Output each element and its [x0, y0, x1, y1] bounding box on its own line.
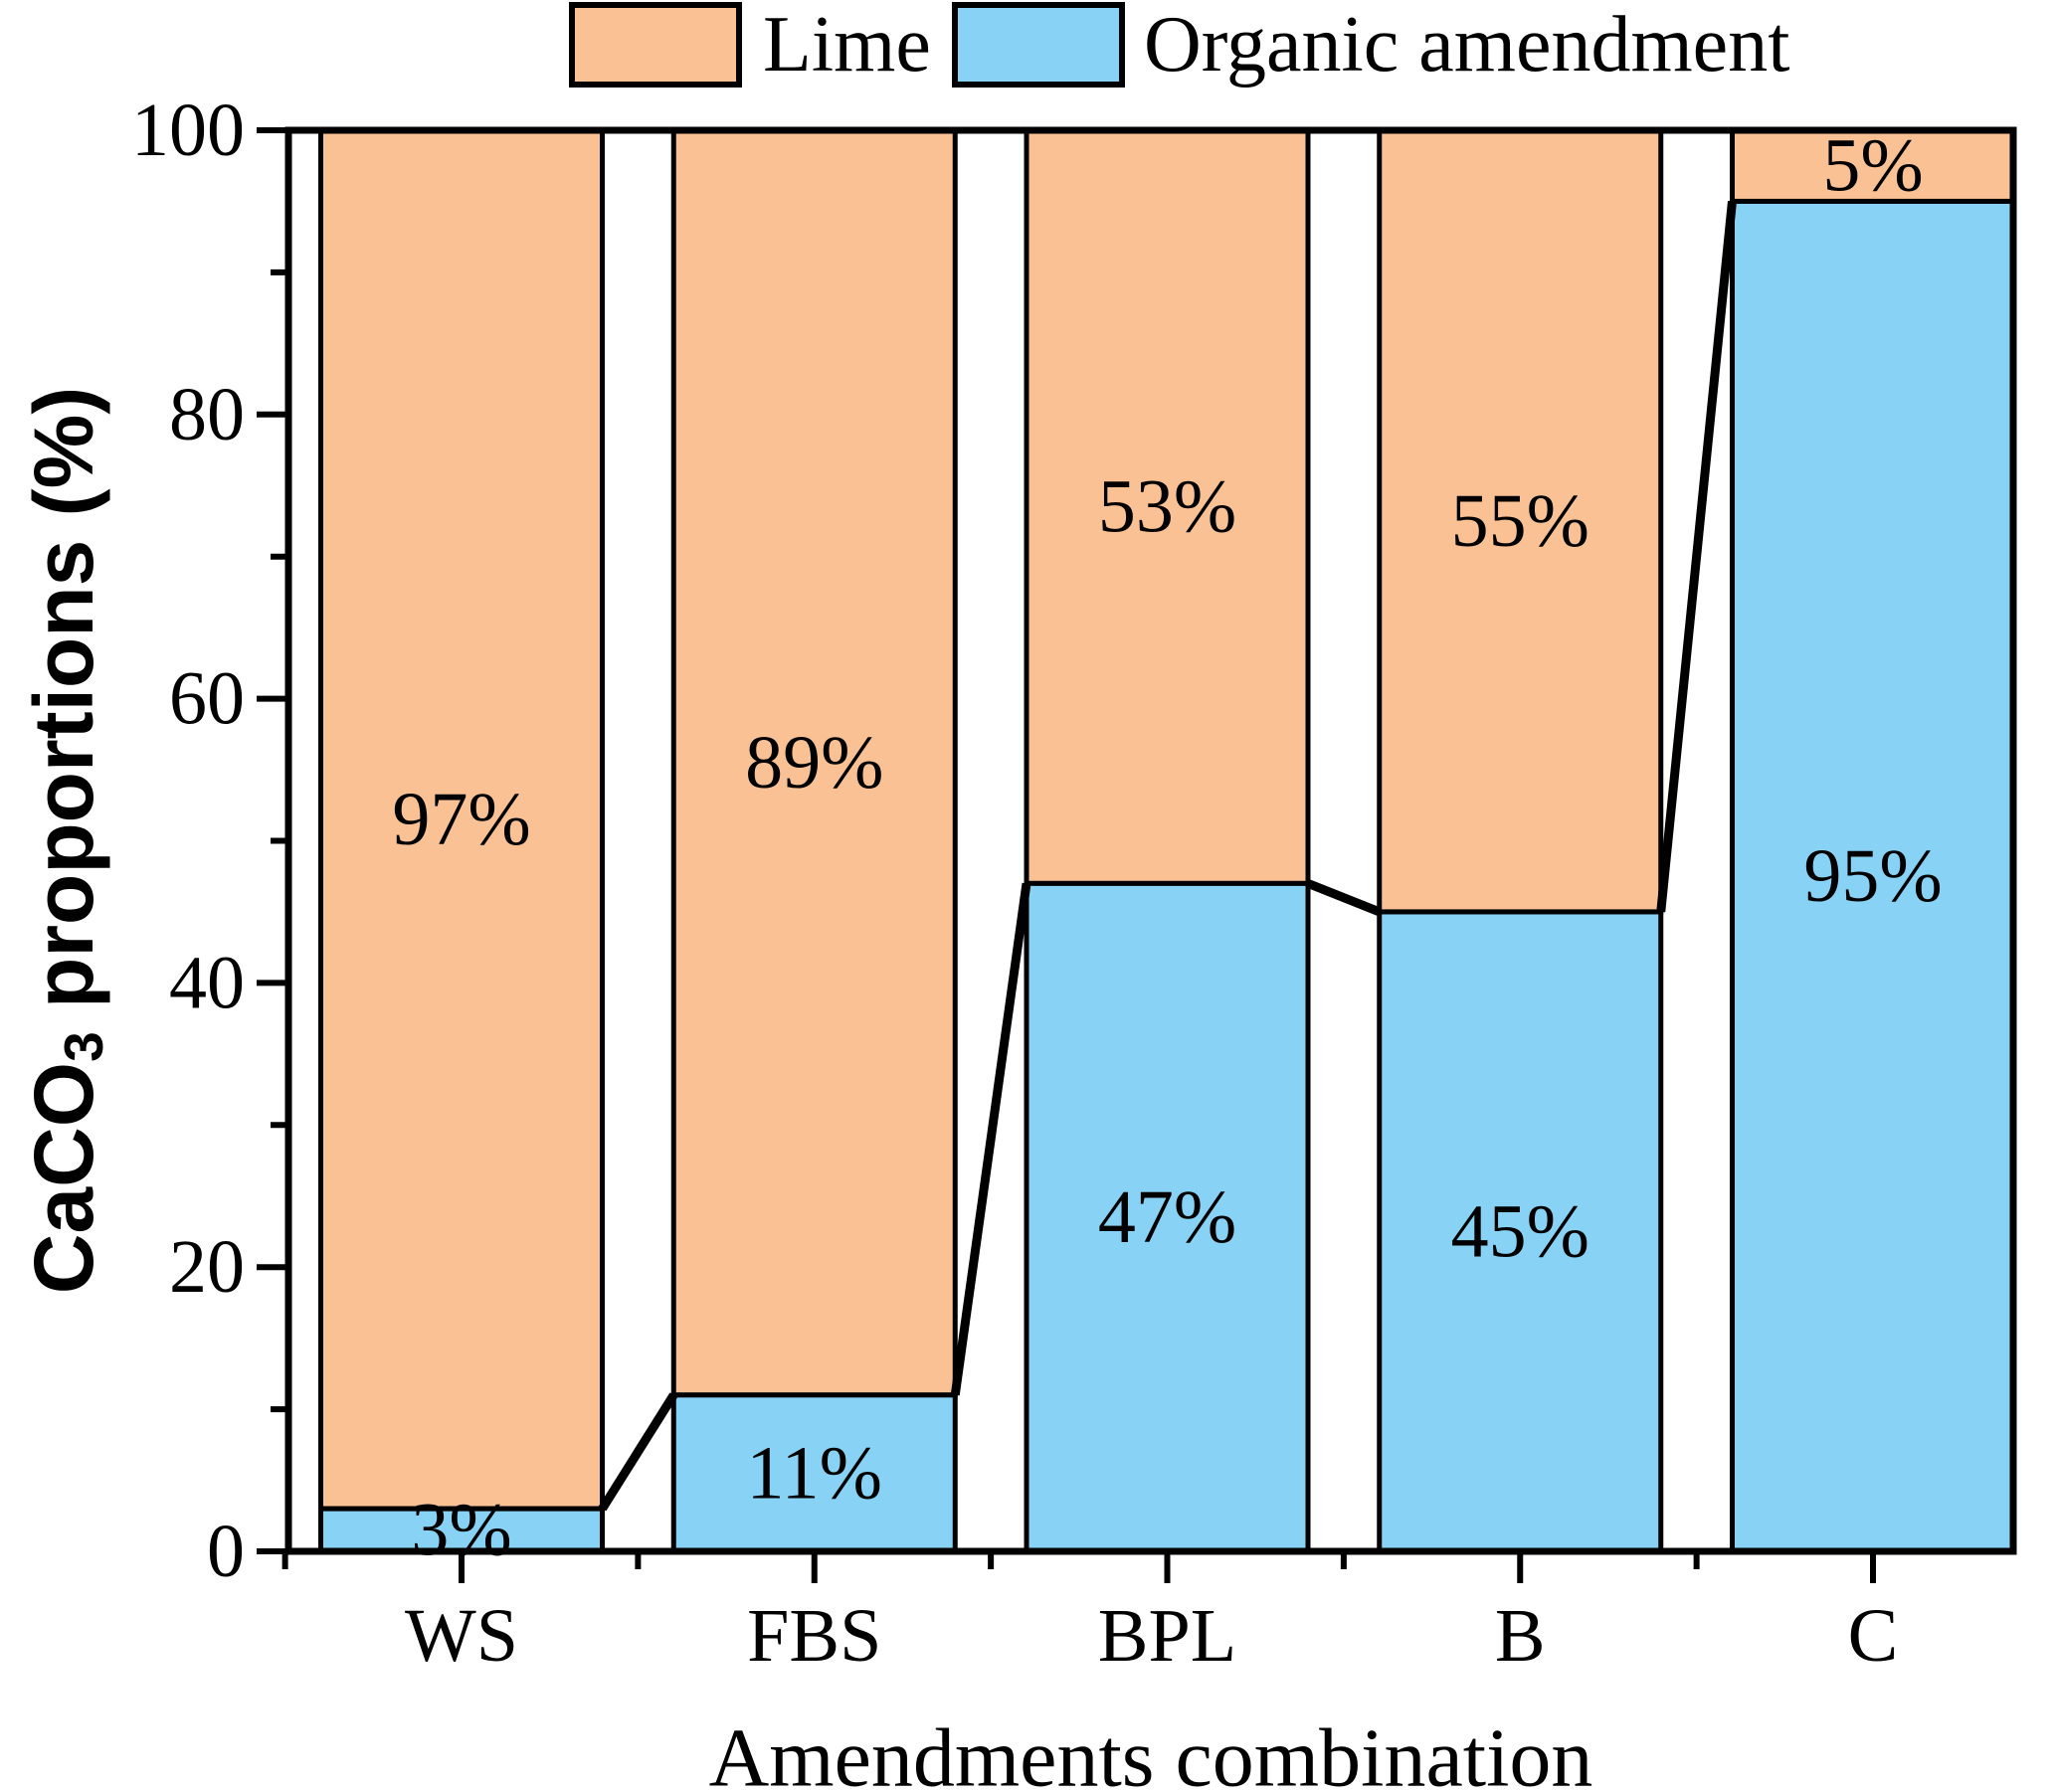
bar-segment-organic-FBS: [670, 1392, 958, 1554]
connector-line-BPL-B: [1306, 879, 1382, 917]
connector-line-WS-FBS: [598, 1392, 678, 1512]
x-axis-title: Amendments combination: [709, 1712, 1593, 1792]
bar-segment-organic-C: [1730, 198, 2016, 1554]
bar-value-label-organic-C: 95%: [1803, 834, 1942, 918]
connector-layer: [598, 201, 1737, 1512]
bar-value-label-lime-B: 55%: [1451, 479, 1589, 563]
y-tick-label-40: 40: [169, 941, 245, 1024]
connector-line-B-C: [1656, 201, 1737, 913]
bar-value-label-lime-FBS: 89%: [745, 721, 883, 805]
x-category-label-C: C: [1848, 1594, 1899, 1678]
x-category-label-B: B: [1495, 1594, 1546, 1678]
x-category-label-FBS: FBS: [747, 1594, 881, 1678]
x-category-label-BPL: BPL: [1098, 1594, 1236, 1678]
bar-segment-organic-B: [1377, 909, 1664, 1554]
y-tick-label-80: 80: [169, 373, 245, 456]
y-tick-label-20: 20: [169, 1225, 245, 1309]
legend-label-lime: Lime: [763, 1, 931, 89]
legend-label-organic-amendment: Organic amendment: [1144, 1, 1789, 89]
bar-value-label-organic-FBS: 11%: [747, 1431, 883, 1515]
bar-segment-lime-BPL: [1024, 127, 1311, 886]
legend-swatch-organic-amendment: [952, 2, 1125, 88]
bar-segment-lime-WS: [318, 127, 605, 1512]
bars-layer: [318, 127, 2016, 1554]
y-tick-label-60: 60: [169, 657, 245, 741]
label-layer: 97% 3% WS 89% 11% FBS 53% 47% BPL 55% 45% B 5% 95% C 0 2…: [131, 89, 1943, 1678]
tick-layer: [257, 127, 1876, 1583]
bar-segment-organic-BPL: [1024, 880, 1311, 1554]
bar-value-label-lime-BPL: 53%: [1098, 465, 1236, 549]
legend-swatch-lime: [569, 2, 742, 88]
x-category-label-WS: WS: [405, 1594, 518, 1678]
bar-value-label-organic-WS: 3%: [411, 1489, 511, 1572]
legend: Lime Organic amendment: [569, 1, 1789, 89]
bar-value-label-organic-B: 45%: [1451, 1189, 1589, 1273]
y-axis-title: CaCO3 proportions (%): [17, 387, 114, 1295]
bar-value-label-organic-BPL: 47%: [1098, 1175, 1236, 1259]
bar-value-label-lime-C: 5%: [1822, 124, 1923, 208]
y-tick-label-0: 0: [207, 1510, 245, 1593]
connector-line-FBS-BPL: [950, 882, 1031, 1396]
y-tick-label-100: 100: [131, 89, 245, 172]
bar-value-label-lime-WS: 97%: [392, 778, 530, 861]
